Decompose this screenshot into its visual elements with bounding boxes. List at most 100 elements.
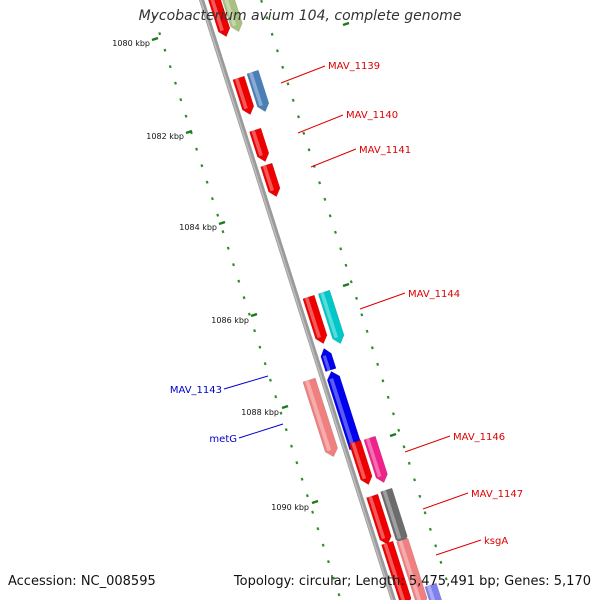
- ruler-dot: [360, 313, 364, 317]
- ruler-dot: [300, 477, 304, 481]
- ruler-dot: [226, 246, 230, 250]
- genome-backbone: [198, 0, 398, 604]
- gene-leader-line: [310, 148, 357, 168]
- ruler-dot: [291, 98, 295, 102]
- ruler-dot: [284, 428, 288, 432]
- gene-mav1140: [249, 127, 270, 163]
- ruler-dot: [221, 230, 225, 234]
- gene-mav1146a-shade: [351, 442, 367, 480]
- tick-dash: [311, 499, 319, 505]
- ruler-dot: [297, 115, 300, 119]
- gene-leader-line: [359, 292, 406, 310]
- gene-label-ksga[interactable]: ksgA: [484, 536, 508, 547]
- ruler-dot: [413, 478, 416, 482]
- tick-label: 1082 kbp: [146, 132, 184, 141]
- gene-metg-a-shade: [305, 380, 332, 452]
- tick-label: 1080 kbp: [112, 39, 150, 48]
- gene-leader-line: [297, 114, 344, 134]
- gene-leader-line: [280, 65, 326, 84]
- tick-dash: [342, 282, 350, 288]
- ruler-dot: [316, 527, 320, 531]
- ruler-dot: [247, 312, 251, 316]
- ruler-dot: [258, 345, 262, 349]
- gene-label-mav1144[interactable]: MAV_1144: [408, 289, 460, 300]
- tick-dash: [185, 129, 193, 135]
- ruler-dot: [152, 15, 156, 19]
- tick-dash: [281, 404, 289, 410]
- ruler-dot: [370, 346, 374, 350]
- gene-leader-line: [422, 492, 469, 510]
- tick-label: 1086 kbp: [211, 316, 249, 325]
- ruler-dot: [311, 510, 315, 514]
- ruler-dot: [444, 577, 448, 581]
- gene-mav1141: [260, 162, 281, 198]
- gene-metg-a: [302, 377, 338, 458]
- ruler-dot: [402, 445, 406, 449]
- ruler-dot: [232, 263, 235, 267]
- gene-top-red: [207, 0, 231, 38]
- ruler-dot: [270, 32, 274, 36]
- ruler-dot: [253, 329, 257, 333]
- gene-mav1139a: [232, 75, 255, 116]
- map-title: Mycobacterium avium 104, complete genome: [138, 8, 462, 24]
- gene-mav1144a-shade: [304, 297, 322, 339]
- gene-leader-line: [223, 375, 269, 390]
- ruler-dot: [397, 428, 401, 432]
- tick-dash: [342, 21, 350, 27]
- gene-mav1144a: [302, 294, 328, 345]
- ruler-dot: [184, 114, 188, 118]
- ruler-dot: [407, 461, 411, 465]
- ruler-dot: [295, 461, 299, 465]
- ruler-dot: [344, 263, 348, 267]
- ruler-dot: [439, 560, 443, 564]
- ruler-dot: [428, 527, 432, 531]
- ruler-dot: [286, 82, 290, 86]
- ruler-dot: [279, 411, 283, 415]
- gene-label-mav1146[interactable]: MAV_1146: [453, 432, 505, 443]
- gene-bottom-lavender: [424, 582, 444, 604]
- ruler-dot: [328, 214, 332, 218]
- ruler-dot: [216, 213, 220, 217]
- ruler-dot: [365, 329, 369, 333]
- ruler-dot: [281, 65, 285, 69]
- ruler-dot: [332, 576, 336, 580]
- genome-backbone-highlight: [199, 0, 395, 604]
- gene-leader-line: [404, 435, 451, 453]
- gene-label-metg[interactable]: metG: [209, 434, 237, 445]
- genome-summary-text: Topology: circular; Length: 5,475,491 bp…: [233, 574, 591, 589]
- gene-label-mav1147[interactable]: MAV_1147: [471, 489, 523, 500]
- gene-label-mav1139[interactable]: MAV_1139: [328, 61, 380, 72]
- ruler-dot: [290, 444, 293, 448]
- ruler-dot: [210, 197, 214, 201]
- ruler-dot: [168, 65, 172, 69]
- ruler-dot: [205, 180, 209, 184]
- ruler-dot: [327, 560, 330, 564]
- gene-label-mav1141[interactable]: MAV_1141: [359, 145, 411, 156]
- tick-label: 1090 kbp: [271, 503, 309, 512]
- tick-dash: [389, 432, 397, 438]
- gene-label-mav1143[interactable]: MAV_1143: [170, 385, 222, 396]
- ruler-dot: [349, 280, 353, 284]
- gene-mav1146-shade: [365, 438, 382, 478]
- ruler-dot: [434, 544, 438, 548]
- tick-label: 1088 kbp: [241, 408, 279, 417]
- gene-label-mav1140[interactable]: MAV_1140: [346, 110, 398, 121]
- ruler-dot: [305, 494, 309, 498]
- ruler-dot: [158, 32, 162, 36]
- ruler-dot: [174, 81, 177, 85]
- gene-leader-line: [238, 423, 284, 439]
- gene-mav1147-shade: [382, 490, 402, 540]
- ruler-dot: [333, 230, 337, 234]
- ruler-dot: [337, 593, 341, 597]
- tick-dash: [218, 220, 226, 226]
- gene-mav1140-shade: [251, 130, 263, 157]
- gene-mav1144: [317, 289, 345, 345]
- gene-bottom-lavender-shade: [426, 585, 437, 604]
- gene-top-red-shade: [210, 0, 224, 32]
- ruler-dot: [302, 131, 306, 135]
- gene-top-green-shade: [224, 0, 237, 27]
- gene-mav1146a: [348, 439, 373, 486]
- tick-dash: [151, 36, 159, 42]
- gene-ksga-shade: [398, 540, 422, 602]
